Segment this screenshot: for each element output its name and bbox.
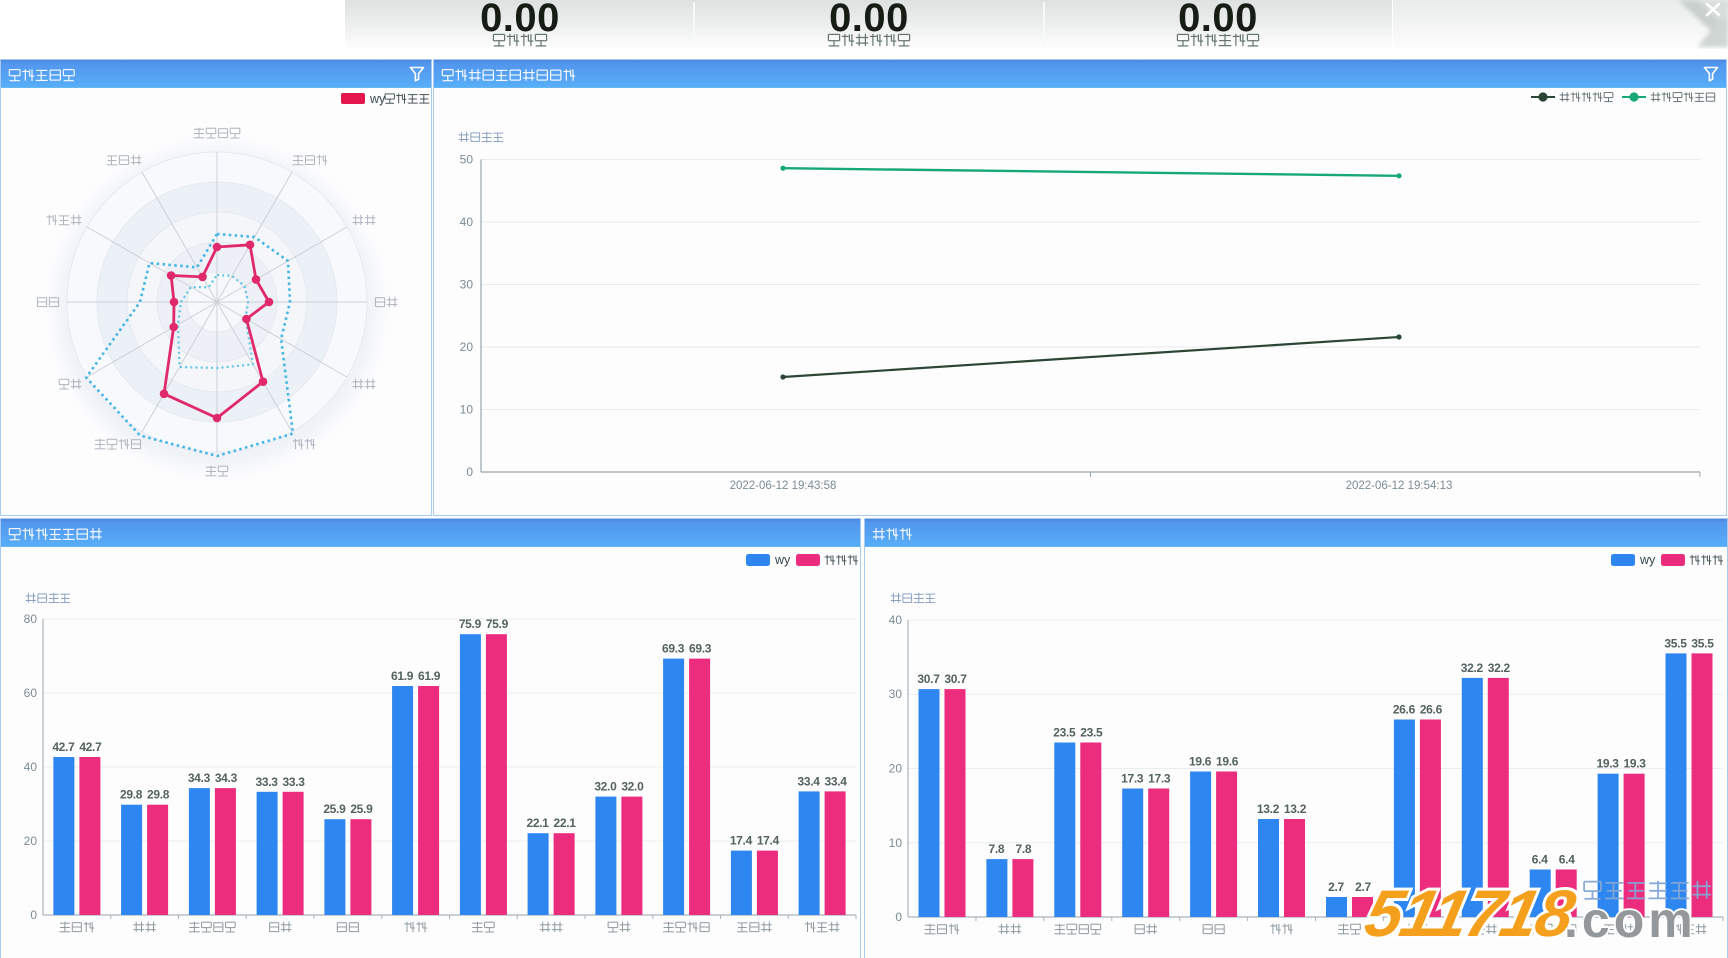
- svg-text:2.7: 2.7: [1328, 880, 1344, 894]
- svg-text:17.4: 17.4: [730, 834, 753, 848]
- svg-text:wy: wy: [369, 92, 386, 106]
- svg-text:20: 20: [889, 762, 903, 776]
- svg-text:0.00: 0.00: [1178, 0, 1258, 40]
- svg-text:wy: wy: [1639, 553, 1656, 567]
- svg-text:50: 50: [460, 153, 474, 167]
- svg-text:33.4: 33.4: [825, 774, 848, 788]
- svg-text:20: 20: [24, 834, 38, 848]
- svg-text:30: 30: [460, 278, 474, 292]
- svg-text:26.6: 26.6: [1393, 703, 1416, 717]
- svg-text:13.2: 13.2: [1284, 802, 1307, 816]
- svg-text:30.7: 30.7: [917, 672, 940, 686]
- svg-text:34.3: 34.3: [188, 771, 211, 785]
- svg-text:.com: .com: [1564, 892, 1697, 948]
- svg-text:69.3: 69.3: [662, 642, 685, 656]
- svg-text:40: 40: [889, 613, 903, 627]
- svg-text:30: 30: [889, 687, 903, 701]
- svg-text:32.0: 32.0: [594, 780, 617, 794]
- svg-text:61.9: 61.9: [391, 669, 414, 683]
- svg-text:17.3: 17.3: [1121, 772, 1144, 786]
- svg-text:29.8: 29.8: [147, 788, 170, 802]
- svg-text:0: 0: [30, 908, 37, 922]
- svg-text:69.3: 69.3: [689, 642, 712, 656]
- svg-text:17.4: 17.4: [757, 834, 780, 848]
- svg-text:10: 10: [889, 836, 903, 850]
- svg-text:25.9: 25.9: [350, 802, 373, 816]
- svg-text:33.3: 33.3: [283, 775, 306, 789]
- svg-text:22.1: 22.1: [554, 816, 577, 830]
- svg-text:19.6: 19.6: [1189, 755, 1212, 769]
- svg-text:10: 10: [460, 403, 474, 417]
- svg-text:2.7: 2.7: [1355, 880, 1371, 894]
- svg-text:23.5: 23.5: [1053, 726, 1076, 740]
- svg-text:32.0: 32.0: [621, 780, 644, 794]
- svg-text:60: 60: [24, 686, 38, 700]
- svg-text:35.5: 35.5: [1691, 636, 1714, 650]
- svg-text:75.9: 75.9: [486, 617, 509, 631]
- svg-text:0: 0: [466, 465, 473, 479]
- svg-text:35.5: 35.5: [1664, 636, 1687, 650]
- svg-text:20: 20: [460, 340, 474, 354]
- svg-text:511718: 511718: [1359, 878, 1582, 951]
- svg-text:30.7: 30.7: [944, 672, 967, 686]
- svg-text:6.4: 6.4: [1559, 853, 1575, 867]
- svg-text:42.7: 42.7: [52, 740, 75, 754]
- svg-text:2022-06-12 19:54:13: 2022-06-12 19:54:13: [1346, 480, 1453, 492]
- svg-text:6.4: 6.4: [1532, 853, 1548, 867]
- svg-text:33.4: 33.4: [798, 774, 821, 788]
- svg-text:26.6: 26.6: [1420, 703, 1443, 717]
- svg-text:19.3: 19.3: [1624, 757, 1647, 771]
- svg-text:wy: wy: [774, 553, 791, 567]
- svg-text:75.9: 75.9: [459, 617, 482, 631]
- svg-text:25.9: 25.9: [323, 802, 346, 816]
- svg-text:61.9: 61.9: [418, 669, 441, 683]
- svg-text:23.5: 23.5: [1080, 726, 1103, 740]
- svg-text:7.8: 7.8: [1016, 842, 1032, 856]
- svg-text:7.8: 7.8: [989, 842, 1005, 856]
- svg-text:19.6: 19.6: [1216, 755, 1239, 769]
- svg-text:42.7: 42.7: [79, 740, 102, 754]
- svg-text:0: 0: [895, 910, 902, 924]
- svg-text:80: 80: [24, 612, 38, 626]
- svg-text:19.3: 19.3: [1597, 757, 1620, 771]
- svg-text:32.2: 32.2: [1488, 661, 1511, 675]
- svg-text:17.3: 17.3: [1148, 772, 1171, 786]
- svg-text:22.1: 22.1: [527, 816, 550, 830]
- svg-text:32.2: 32.2: [1461, 661, 1484, 675]
- svg-text:0.00: 0.00: [480, 0, 560, 40]
- svg-text:40: 40: [460, 215, 474, 229]
- svg-text:33.3: 33.3: [256, 775, 279, 789]
- svg-text:34.3: 34.3: [215, 771, 238, 785]
- svg-text:0.00: 0.00: [829, 0, 909, 40]
- svg-text:13.2: 13.2: [1257, 802, 1280, 816]
- svg-text:2022-06-12 19:43:58: 2022-06-12 19:43:58: [730, 480, 837, 492]
- svg-text:40: 40: [24, 760, 38, 774]
- svg-text:29.8: 29.8: [120, 788, 143, 802]
